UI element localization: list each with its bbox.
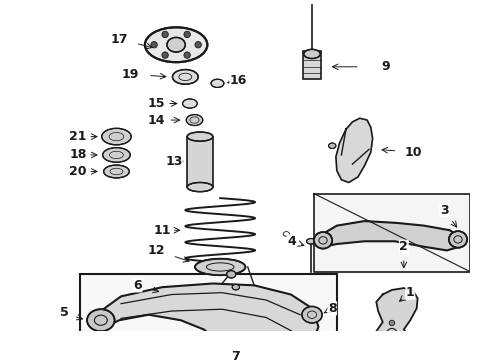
Text: 19: 19	[122, 68, 139, 81]
Ellipse shape	[187, 132, 213, 141]
Ellipse shape	[186, 114, 203, 126]
Circle shape	[378, 331, 384, 337]
Circle shape	[400, 331, 406, 337]
Ellipse shape	[307, 239, 316, 244]
Text: 15: 15	[147, 97, 165, 110]
Bar	[187, 136, 213, 187]
Text: 5: 5	[60, 306, 69, 319]
Ellipse shape	[87, 309, 115, 331]
Circle shape	[162, 31, 169, 38]
Polygon shape	[321, 221, 461, 251]
Text: 3: 3	[440, 203, 448, 217]
Circle shape	[389, 320, 394, 326]
Text: 13: 13	[166, 155, 183, 168]
Ellipse shape	[167, 37, 185, 52]
Text: 16: 16	[230, 74, 247, 87]
Polygon shape	[101, 283, 318, 360]
Polygon shape	[314, 194, 470, 271]
Text: 21: 21	[69, 130, 87, 143]
Bar	[303, 51, 321, 79]
Ellipse shape	[102, 128, 131, 145]
Text: 17: 17	[110, 33, 128, 46]
Ellipse shape	[103, 165, 129, 178]
Circle shape	[184, 31, 191, 38]
Ellipse shape	[183, 99, 197, 108]
Circle shape	[184, 52, 191, 58]
Ellipse shape	[227, 271, 236, 278]
Text: 6: 6	[133, 279, 142, 292]
Text: 7: 7	[231, 350, 240, 360]
Polygon shape	[367, 288, 417, 360]
Ellipse shape	[172, 69, 198, 84]
Ellipse shape	[304, 49, 320, 59]
Text: 14: 14	[147, 113, 165, 127]
Text: 12: 12	[147, 244, 165, 257]
Text: 10: 10	[404, 146, 422, 159]
Text: 9: 9	[381, 60, 390, 73]
Ellipse shape	[187, 183, 213, 192]
Polygon shape	[336, 118, 372, 183]
Bar	[80, 274, 337, 360]
Ellipse shape	[103, 148, 130, 162]
Text: 18: 18	[69, 148, 87, 161]
Text: 1: 1	[406, 286, 415, 299]
Ellipse shape	[276, 353, 306, 360]
Text: 8: 8	[328, 302, 337, 315]
Text: 2: 2	[399, 240, 408, 253]
Ellipse shape	[211, 79, 224, 87]
Ellipse shape	[232, 284, 240, 290]
Circle shape	[195, 41, 201, 48]
Ellipse shape	[314, 232, 332, 249]
Ellipse shape	[195, 259, 245, 275]
Circle shape	[162, 52, 169, 58]
Text: 20: 20	[69, 165, 87, 178]
Text: 11: 11	[153, 224, 171, 237]
Ellipse shape	[329, 143, 336, 149]
Ellipse shape	[449, 231, 467, 248]
Circle shape	[389, 342, 394, 348]
Text: 4: 4	[288, 235, 296, 248]
Circle shape	[151, 41, 157, 48]
Ellipse shape	[145, 27, 207, 62]
Ellipse shape	[302, 306, 322, 323]
